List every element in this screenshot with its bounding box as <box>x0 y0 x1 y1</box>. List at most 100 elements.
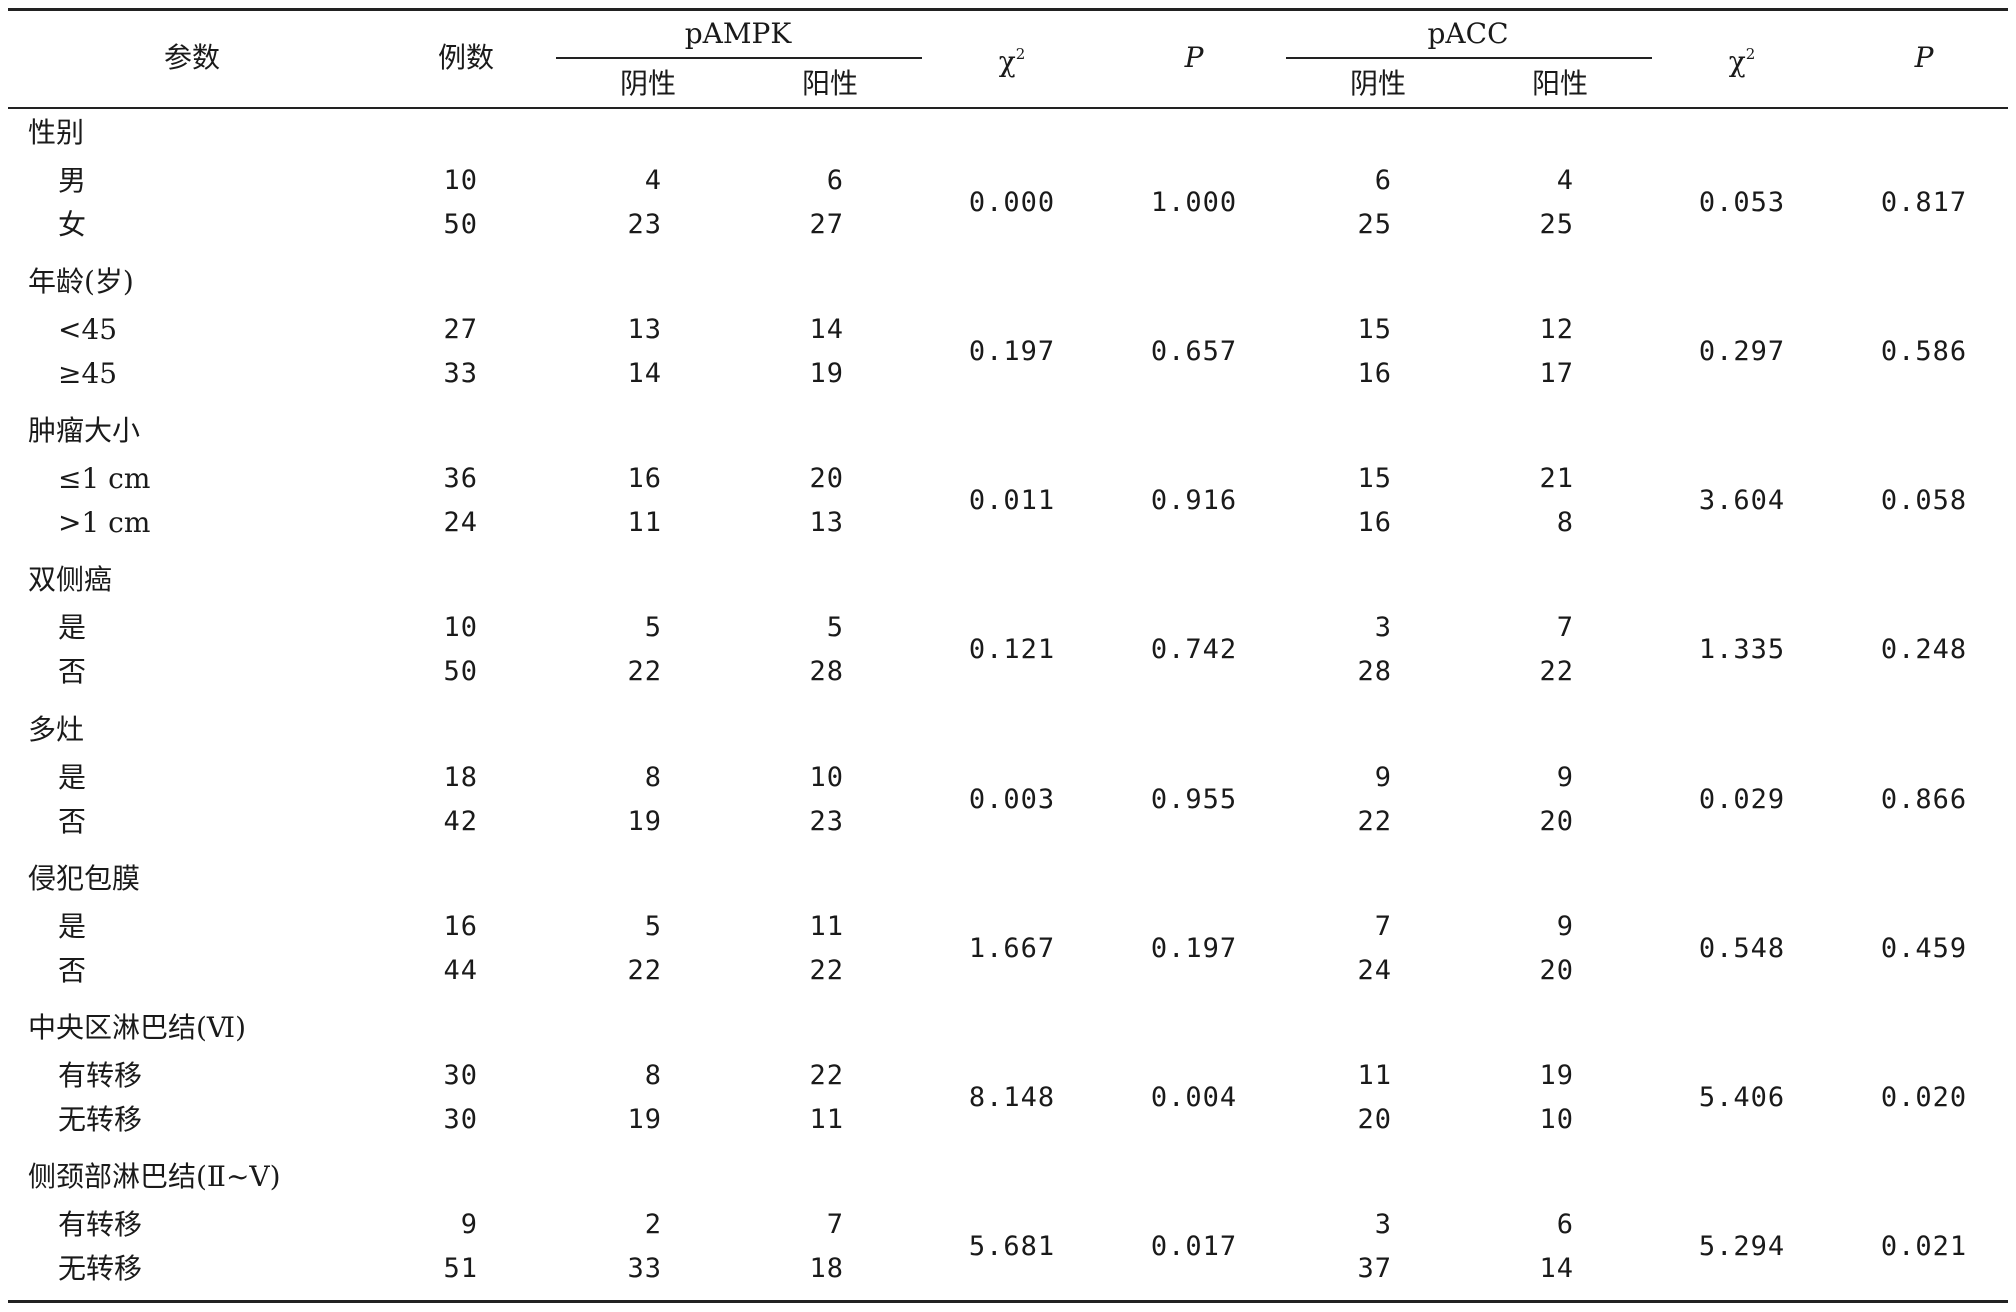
cell-a-pos: 22 <box>809 1060 844 1091</box>
cell-a-chi: 0.121 <box>968 634 1056 665</box>
cell-c-pos: 12 <box>1539 314 1574 345</box>
table-top-rule <box>8 8 2008 11</box>
cell-a-neg: 14 <box>627 358 662 389</box>
cell-a-pos: 27 <box>809 209 844 240</box>
cell-a-chi: 0.011 <box>968 485 1056 516</box>
cell-a-chi: 0.197 <box>968 336 1056 367</box>
group-label: 中央区淋巴结(Ⅵ) <box>28 1011 247 1044</box>
cell-c-chi: 5.294 <box>1698 1231 1786 1262</box>
cell-a-pos: 23 <box>809 806 844 837</box>
cell-c-p: 0.586 <box>1880 336 1968 367</box>
cell-c-pos: 9 <box>1556 911 1574 942</box>
row-label: 男 <box>58 164 87 197</box>
cell-c-chi: 0.548 <box>1698 933 1786 964</box>
group-label: 双侧癌 <box>28 563 113 596</box>
cell-c-p: 0.020 <box>1880 1082 1968 1113</box>
cell-count: 30 <box>443 1104 478 1135</box>
row-label: >1 cm <box>58 506 151 539</box>
cell-c-neg: 3 <box>1374 612 1392 643</box>
cell-a-pos: 11 <box>809 1104 844 1135</box>
cell-a-chi: 1.667 <box>968 933 1056 964</box>
cell-a-neg: 19 <box>627 806 662 837</box>
cell-count: 42 <box>443 806 478 837</box>
cell-c-pos: 20 <box>1539 955 1574 986</box>
cell-a-neg: 23 <box>627 209 662 240</box>
cell-a-neg: 4 <box>644 165 662 196</box>
header-param: 参数 <box>163 41 221 74</box>
cell-c-pos: 21 <box>1539 463 1574 494</box>
cell-a-neg: 8 <box>644 762 662 793</box>
cell-a-chi: 8.148 <box>968 1082 1056 1113</box>
header-pampk-chi: χ2 <box>998 45 1026 78</box>
cell-count: 51 <box>443 1253 478 1284</box>
table-header-rule <box>8 107 2008 109</box>
cell-count: 50 <box>443 209 478 240</box>
cell-count: 50 <box>443 656 478 687</box>
cell-count: 27 <box>443 314 478 345</box>
row-label: 否 <box>58 954 87 987</box>
cell-a-neg: 5 <box>644 612 662 643</box>
cell-c-neg: 24 <box>1357 955 1392 986</box>
cell-c-pos: 20 <box>1539 806 1574 837</box>
cell-c-pos: 17 <box>1539 358 1574 389</box>
group-label: 侧颈部淋巴结(Ⅱ~Ⅴ) <box>28 1160 281 1193</box>
header-pampk-p: P <box>1184 41 1204 74</box>
header-pacc-p: P <box>1914 41 1934 74</box>
cell-c-neg: 6 <box>1374 165 1392 196</box>
cell-c-pos: 10 <box>1539 1104 1574 1135</box>
cell-a-p: 0.017 <box>1150 1231 1238 1262</box>
header-count: 例数 <box>437 41 495 74</box>
cell-c-chi: 1.335 <box>1698 634 1786 665</box>
row-label: 否 <box>58 805 87 838</box>
cell-a-chi: 0.000 <box>968 187 1056 218</box>
header-pacc: pACC <box>1427 17 1509 50</box>
cell-count: 24 <box>443 507 478 538</box>
cell-a-pos: 11 <box>809 911 844 942</box>
header-pampk-pos: 阳性 <box>801 67 859 100</box>
cell-a-pos: 13 <box>809 507 844 538</box>
cell-c-p: 0.817 <box>1880 187 1968 218</box>
cell-count: 44 <box>443 955 478 986</box>
cell-a-neg: 22 <box>627 656 662 687</box>
row-label: 有转移 <box>58 1208 143 1241</box>
cell-c-neg: 28 <box>1357 656 1392 687</box>
cell-c-chi: 5.406 <box>1698 1082 1786 1113</box>
cell-a-pos: 7 <box>826 1209 844 1240</box>
cell-count: 33 <box>443 358 478 389</box>
row-label: 是 <box>58 761 87 794</box>
cell-a-p: 0.657 <box>1150 336 1238 367</box>
cell-a-neg: 33 <box>627 1253 662 1284</box>
cell-c-neg: 15 <box>1357 463 1392 494</box>
cell-c-neg: 15 <box>1357 314 1392 345</box>
row-label: 是 <box>58 611 87 644</box>
cell-c-neg: 25 <box>1357 209 1392 240</box>
cell-a-pos: 20 <box>809 463 844 494</box>
cell-c-chi: 0.029 <box>1698 784 1786 815</box>
cell-a-neg: 22 <box>627 955 662 986</box>
row-label: 是 <box>58 910 87 943</box>
cell-a-neg: 13 <box>627 314 662 345</box>
cell-c-neg: 7 <box>1374 911 1392 942</box>
group-label: 肿瘤大小 <box>28 414 141 447</box>
cell-c-neg: 16 <box>1357 358 1392 389</box>
cell-c-pos: 22 <box>1539 656 1574 687</box>
cell-c-pos: 14 <box>1539 1253 1574 1284</box>
cell-a-chi: 5.681 <box>968 1231 1056 1262</box>
cell-c-neg: 20 <box>1357 1104 1392 1135</box>
cell-c-p: 0.248 <box>1880 634 1968 665</box>
cell-a-neg: 5 <box>644 911 662 942</box>
cell-a-neg: 16 <box>627 463 662 494</box>
cell-c-chi: 0.297 <box>1698 336 1786 367</box>
cell-a-pos: 19 <box>809 358 844 389</box>
cell-c-neg: 9 <box>1374 762 1392 793</box>
cell-c-neg: 16 <box>1357 507 1392 538</box>
cell-a-neg: 19 <box>627 1104 662 1135</box>
cell-c-chi: 3.604 <box>1698 485 1786 516</box>
cell-a-pos: 14 <box>809 314 844 345</box>
cell-a-neg: 2 <box>644 1209 662 1240</box>
cell-count: 36 <box>443 463 478 494</box>
cell-count: 10 <box>443 165 478 196</box>
cell-a-p: 0.742 <box>1150 634 1238 665</box>
pampk-subheader-rule <box>556 57 922 59</box>
